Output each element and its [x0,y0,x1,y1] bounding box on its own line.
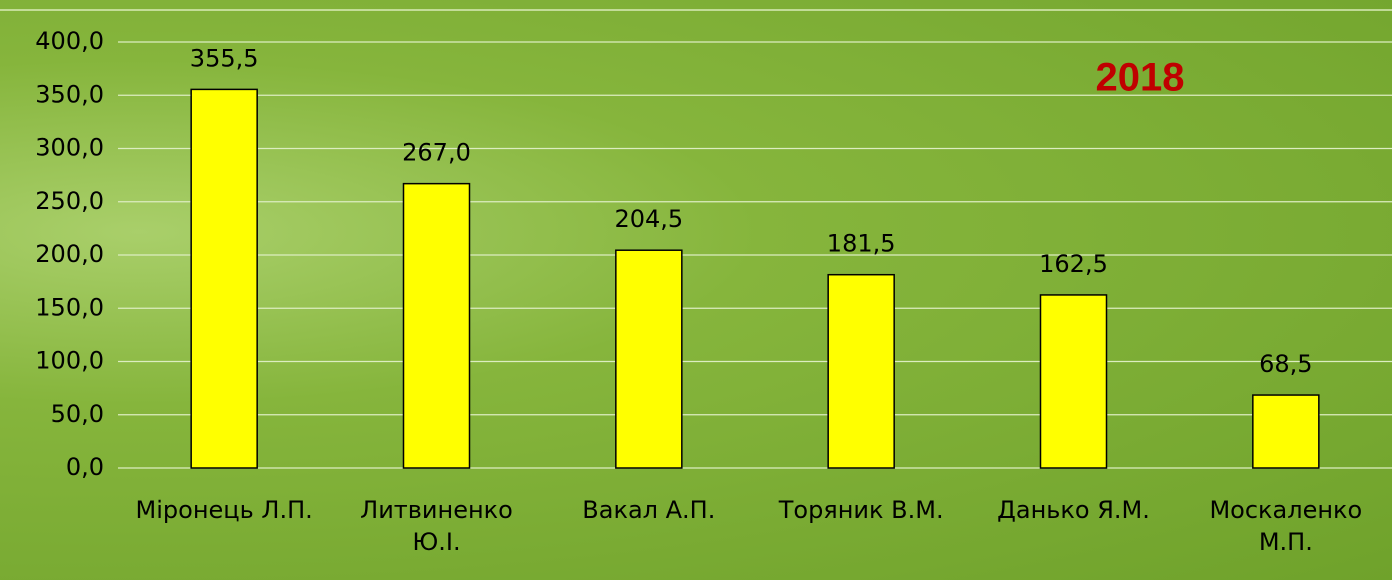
bar [191,89,257,468]
x-tick-label: Литвиненко Ю.І. [334,494,540,558]
x-tick-label: Торяник В.М. [758,494,964,526]
y-tick-label: 0,0 [66,453,104,481]
chart: 2018 0,0 50,0 100,0 150,0 200,0 250,0 300,0 350… [0,0,1392,580]
x-tick-label: Москаленко М.П. [1183,494,1389,558]
x-tick-label: Міронець Л.П. [121,494,327,526]
y-tick-label: 250,0 [35,187,104,215]
y-tick-label: 300,0 [35,134,104,162]
y-tick-label: 350,0 [35,80,104,108]
y-tick-label: 200,0 [35,240,104,268]
value-label: 181,5 [827,230,896,258]
y-tick-label: 400,0 [35,27,104,55]
bar [828,275,894,468]
y-tick-label: 150,0 [35,293,104,321]
bar [404,184,470,468]
value-label: 162,5 [1039,250,1108,278]
value-label: 68,5 [1259,350,1312,378]
x-tick-label: Вакал А.П. [546,494,752,526]
slide: 2018 0,0 50,0 100,0 150,0 200,0 250,0 300,0 350… [0,0,1392,580]
value-label: 267,0 [402,139,471,167]
y-tick-label: 100,0 [35,347,104,375]
bar [616,250,682,468]
y-tick-label: 50,0 [51,400,104,428]
bar [1041,295,1107,468]
bar [1253,395,1319,468]
x-tick-label: Данько Я.М. [971,494,1177,526]
year-annotation: 2018 [1096,56,1185,100]
value-label: 204,5 [614,205,683,233]
value-label: 355,5 [190,44,259,72]
